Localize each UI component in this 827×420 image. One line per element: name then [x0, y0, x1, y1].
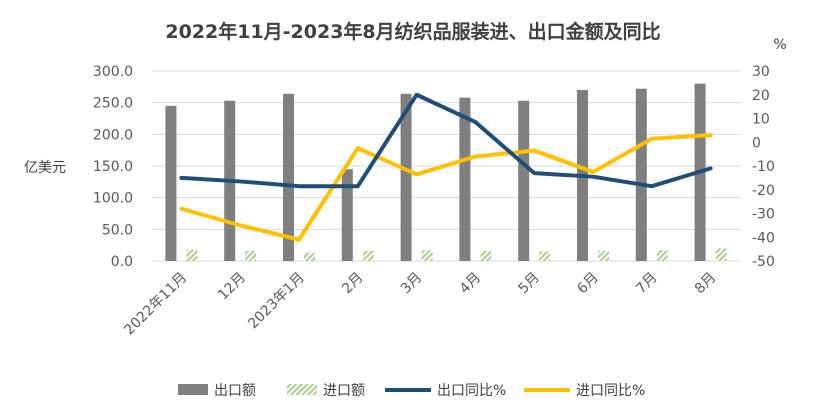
right-tick-label: -50: [752, 254, 775, 270]
chart-title: 2022年11月-2023年8月纺织品服装进、出口金额及同比: [165, 20, 660, 43]
import-bar: [598, 250, 609, 261]
right-tick-label: -40: [752, 230, 775, 246]
import-bar: [186, 249, 198, 261]
category-label: 4月: [457, 270, 485, 298]
left-tick-label: 100.0: [93, 191, 133, 207]
import-bar: [480, 250, 492, 261]
export-bar: [635, 88, 647, 261]
right-tick-label: -20: [752, 183, 775, 199]
import-yoy-line: [179, 133, 713, 242]
import-bar: [656, 250, 668, 261]
import-bar: [245, 250, 257, 261]
legend-import-bar-swatch: [287, 384, 317, 395]
export-bar: [341, 169, 353, 261]
legend-export-bar-swatch: [178, 384, 208, 395]
import-bar: [362, 250, 374, 261]
legend-import-yoy-label: 进口同比%: [576, 383, 645, 399]
export-bar: [283, 93, 294, 261]
right-tick-label: 0: [752, 135, 761, 151]
export-yoy-line: [179, 92, 713, 189]
left-tick-label: 50.0: [102, 222, 133, 238]
category-label: 5月: [516, 270, 544, 298]
export-bar: [459, 97, 471, 261]
category-label: 8月: [692, 270, 720, 298]
category-label: 6月: [574, 270, 602, 298]
left-tick-label: 200.0: [93, 127, 133, 143]
import-bar: [421, 250, 433, 261]
right-tick-label: 10: [752, 112, 770, 128]
right-axis-label: %: [773, 37, 786, 53]
category-label: 7月: [633, 270, 661, 298]
left-tick-label: 0.0: [111, 254, 133, 270]
export-bar: [518, 100, 530, 262]
right-tick-label: -30: [752, 207, 775, 223]
legend-export-yoy-label: 出口同比%: [437, 383, 506, 399]
right-tick-label: 20: [752, 88, 770, 104]
category-label: 12月: [215, 270, 249, 304]
category-label: 3月: [398, 270, 426, 298]
export-bar: [165, 105, 177, 261]
left-tick-label: 250.0: [93, 96, 133, 112]
import-bar: [304, 252, 315, 261]
export-bar: [400, 93, 412, 261]
left-axis-label: 亿美元: [24, 160, 66, 176]
left-tick-label: 150.0: [93, 159, 133, 175]
legend-export-bar-label: 出口额: [214, 383, 256, 399]
right-tick-label: 30: [752, 64, 770, 80]
import-bar: [715, 248, 727, 261]
legend: 出口额 进口额 出口同比% 进口同比%: [178, 383, 645, 399]
right-tick-label: -10: [752, 159, 775, 175]
left-tick-label: 300.0: [93, 64, 133, 80]
import-bar: [539, 251, 551, 261]
category-label: 2月: [339, 270, 367, 298]
legend-import-bar-label: 进口额: [323, 383, 365, 399]
category-label: 2023年1月: [245, 270, 308, 333]
category-label: 2022年11月: [121, 270, 190, 339]
